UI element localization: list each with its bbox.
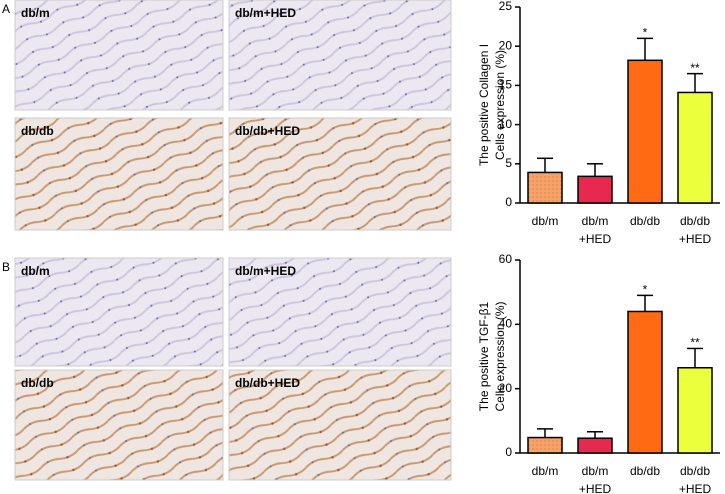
x-tick-label: db/db: [680, 464, 710, 478]
micrograph: [14, 257, 224, 367]
x-tick-label: db/db: [680, 214, 710, 228]
x-tick-label: +HED: [579, 232, 612, 246]
y-tick-label: 20: [499, 38, 513, 52]
bar: [577, 175, 613, 204]
y-axis-label: The positive TGF-β1 Cells expression (%): [477, 301, 507, 411]
x-tick-label: db/m: [532, 214, 559, 228]
micrograph-label: db/db: [21, 376, 54, 390]
micrograph: [228, 0, 452, 111]
micrograph: [14, 0, 224, 111]
micrograph: [228, 369, 452, 481]
x-tick-label: db/db: [630, 214, 660, 228]
error-bar: [587, 163, 603, 177]
micrograph-label: db/db+HED: [235, 124, 300, 138]
x-tick-label: +HED: [579, 482, 612, 494]
y-axis-label-line: The positive TGF-β1: [477, 301, 491, 411]
error-bar: [587, 431, 603, 439]
y-tick-label: 0: [505, 445, 512, 459]
x-tick-label: db/m: [582, 464, 609, 478]
y-axis-label-line: Cells expression (%): [493, 301, 507, 411]
micrograph: [14, 117, 224, 231]
y-tick-label: 60: [499, 252, 513, 266]
micrograph-label: db/m+HED: [235, 6, 296, 20]
error-bar: [537, 428, 553, 438]
bar: [527, 436, 563, 454]
y-axis-label-line: The positive Collagen I: [477, 44, 491, 166]
significance-mark: **: [690, 61, 700, 75]
y-tick-label: 5: [505, 156, 512, 170]
bar: [577, 437, 613, 454]
error-bar: [687, 72, 703, 93]
micrograph-label: db/m: [21, 264, 50, 278]
y-axis-label-line: Cells expression (%): [493, 50, 507, 160]
y-axis-label: The positive Collagen I Cells expression …: [477, 44, 507, 166]
micrograph: [228, 257, 452, 367]
y-tick-label: 10: [499, 117, 513, 131]
x-tick-label: +HED: [679, 232, 712, 246]
bar: [677, 91, 713, 204]
bar: [677, 367, 713, 454]
y-tick-label: 15: [499, 78, 513, 92]
significance-mark: **: [690, 336, 700, 350]
x-tick-label: +HED: [679, 482, 712, 494]
bar: [627, 59, 663, 204]
bar: [627, 310, 663, 454]
error-bar: [637, 37, 653, 61]
x-tick-label: db/m: [532, 464, 559, 478]
significance-mark: *: [643, 26, 648, 40]
panel-letter: B: [2, 260, 10, 274]
x-tick-label: db/m: [582, 214, 609, 228]
bar: [527, 171, 563, 204]
y-tick-label: 25: [499, 0, 513, 13]
micrograph-label: db/m: [21, 6, 50, 20]
micrograph-label: db/db+HED: [235, 376, 300, 390]
error-bar: [687, 347, 703, 368]
micrograph-label: db/db: [21, 124, 54, 138]
micrograph: [14, 369, 224, 481]
x-tick-label: db/db: [630, 464, 660, 478]
y-tick-label: 0: [505, 195, 512, 209]
error-bar: [637, 294, 653, 312]
error-bar: [537, 157, 553, 173]
micrograph: [228, 117, 452, 231]
micrograph-label: db/m+HED: [235, 264, 296, 278]
significance-mark: *: [643, 283, 648, 297]
y-tick-label: 20: [499, 381, 513, 395]
y-tick-label: 40: [499, 317, 513, 331]
panel-letter: A: [2, 2, 10, 16]
